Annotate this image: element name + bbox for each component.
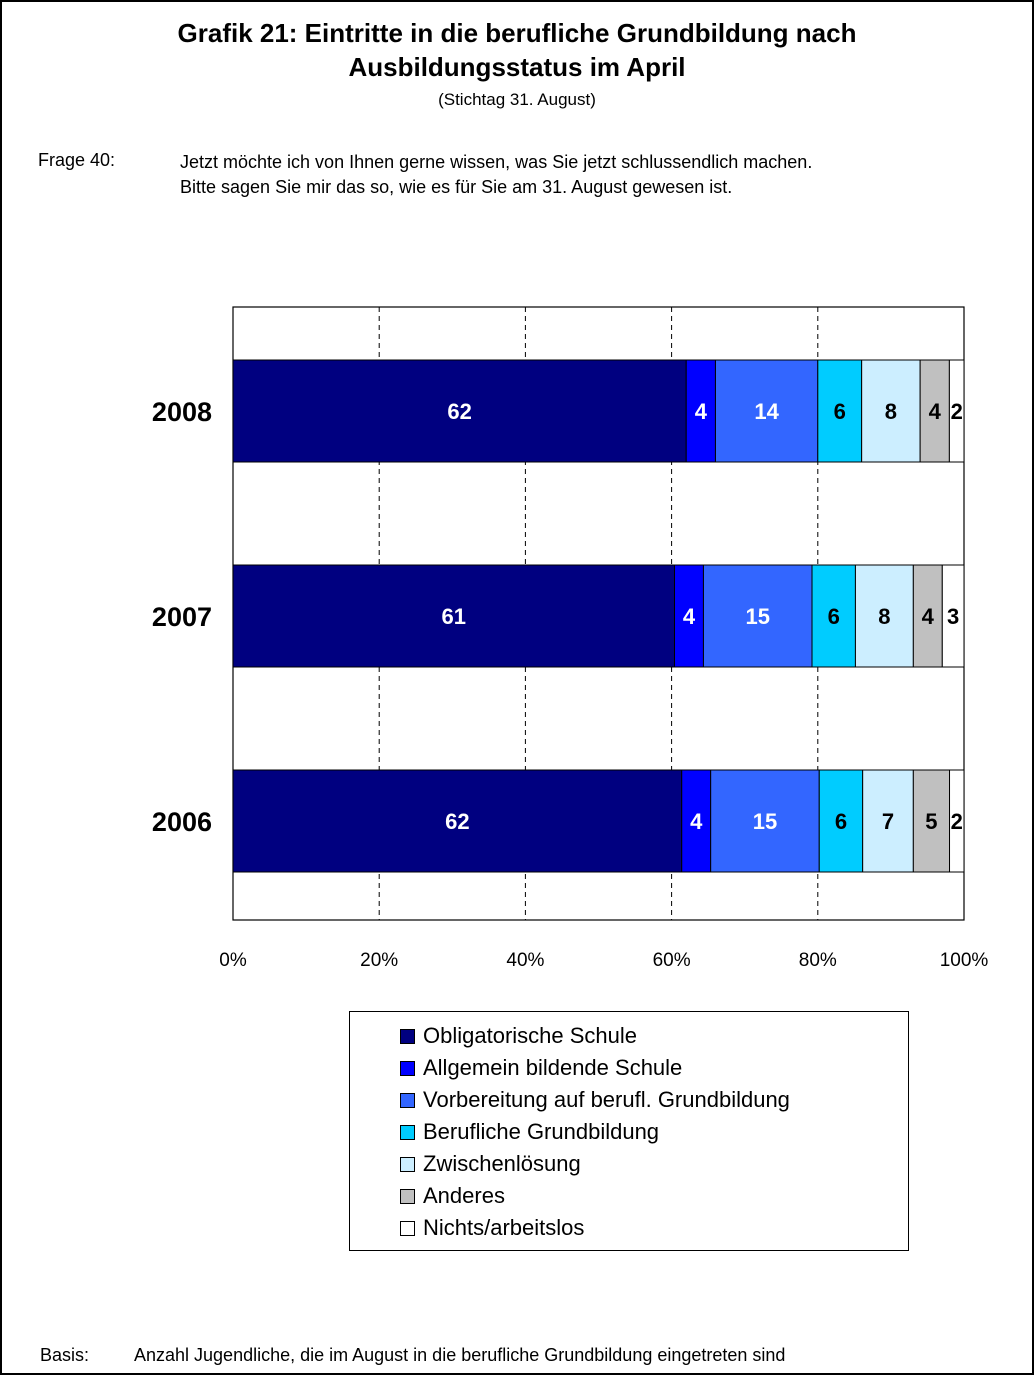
bar-segment xyxy=(948,359,965,463)
legend-item: Vorbereitung auf berufl. Grundbildung xyxy=(400,1084,908,1116)
data-label: 4 xyxy=(695,399,708,424)
legend-swatch xyxy=(400,1060,415,1076)
x-tick-label: 40% xyxy=(506,950,544,971)
bar-segment xyxy=(912,564,943,668)
legend-label: Berufliche Grundbildung xyxy=(423,1119,660,1144)
bar-segment xyxy=(862,769,914,873)
bar-segment xyxy=(673,564,704,668)
chart-title-line1: Grafik 21: Eintritte in die berufliche G… xyxy=(177,18,857,48)
x-tick-label: 100% xyxy=(940,950,989,971)
legend-swatch xyxy=(400,1156,415,1172)
data-label: 14 xyxy=(754,399,779,424)
bar-segment xyxy=(941,564,965,668)
legend: Obligatorische Schule Allgemein bildende … xyxy=(349,1011,909,1251)
data-label: 62 xyxy=(447,399,471,424)
bar-segment xyxy=(861,359,921,463)
data-label: 4 xyxy=(929,399,942,424)
footer-label: Basis: xyxy=(40,1345,90,1365)
data-label: 4 xyxy=(922,604,935,629)
legend-item: Obligatorische Schule xyxy=(400,1020,908,1052)
bar-segment xyxy=(854,564,914,668)
data-label: 15 xyxy=(745,604,769,629)
legend-swatch xyxy=(400,1188,415,1204)
footer-text: Anzahl Jugendliche, die im August in die… xyxy=(134,1345,786,1365)
x-tick-label: 0% xyxy=(219,950,247,971)
question-line1: Jetzt möchte ich von Ihnen gerne wissen,… xyxy=(180,152,813,172)
data-label: 6 xyxy=(828,604,840,629)
data-label: 61 xyxy=(442,604,466,629)
x-tick-label: 80% xyxy=(799,950,837,971)
category-label: 2007 xyxy=(152,602,212,632)
x-tick-label: 20% xyxy=(360,950,398,971)
x-tick-label: 60% xyxy=(653,950,691,971)
data-label: 6 xyxy=(834,399,846,424)
legend-swatch xyxy=(400,1220,415,1236)
chart-title: Grafik 21: Eintritte in die berufliche G… xyxy=(2,16,1032,84)
question-text: Jetzt möchte ich von Ihnen gerne wissen,… xyxy=(180,150,812,200)
legend-item: Nichts/arbeitslos xyxy=(400,1212,908,1244)
bar-segment xyxy=(702,564,813,668)
bar-segment xyxy=(714,359,819,463)
legend-label: Vorbereitung auf berufl. Grundbildung xyxy=(423,1087,790,1112)
bar-segment xyxy=(232,769,683,873)
data-label: 8 xyxy=(878,604,890,629)
data-label: 5 xyxy=(925,809,937,834)
chart-subtitle: (Stichtag 31. August) xyxy=(438,90,596,109)
data-label: 2 xyxy=(951,399,963,424)
data-label: 6 xyxy=(835,809,847,834)
data-label: 62 xyxy=(445,809,469,834)
legend-label: Obligatorische Schule xyxy=(423,1023,638,1048)
bar-segment xyxy=(685,359,716,463)
data-label: 4 xyxy=(690,809,703,834)
legend-item: Allgemein bildende Schule xyxy=(400,1052,908,1084)
bar-segment xyxy=(811,564,856,668)
legend-swatch xyxy=(400,1124,415,1140)
bar-segment xyxy=(817,359,863,463)
legend-swatch xyxy=(400,1028,415,1044)
bar-segment xyxy=(710,769,820,873)
legend-label: Zwischenlösung xyxy=(423,1151,581,1176)
legend-label: Nichts/arbeitslos xyxy=(423,1215,585,1240)
bar-segment xyxy=(949,769,965,873)
bar-segment xyxy=(232,564,675,668)
category-label: 2006 xyxy=(152,807,212,837)
bar-segment xyxy=(232,359,687,463)
legend-swatch xyxy=(400,1092,415,1108)
legend-item: Anderes xyxy=(400,1180,908,1212)
legend-item: Zwischenlösung xyxy=(400,1148,908,1180)
bar-segment xyxy=(681,769,712,873)
question-label: Frage 40: xyxy=(38,150,116,170)
data-label: 7 xyxy=(882,809,894,834)
bar-segment xyxy=(818,769,864,873)
legend-item: Berufliche Grundbildung xyxy=(400,1116,908,1148)
category-label: 2008 xyxy=(152,397,212,427)
data-label: 2 xyxy=(951,809,963,834)
legend-label: Allgemein bildende Schule xyxy=(423,1055,683,1080)
chart-title-line2: Ausbildungsstatus im April xyxy=(348,52,686,82)
data-label: 8 xyxy=(885,399,897,424)
data-label: 4 xyxy=(683,604,696,629)
data-label: 15 xyxy=(753,809,777,834)
question-line2: Bitte sagen Sie mir das so, wie es für S… xyxy=(180,177,733,197)
legend-label: Anderes xyxy=(423,1183,505,1208)
data-label: 3 xyxy=(947,604,959,629)
